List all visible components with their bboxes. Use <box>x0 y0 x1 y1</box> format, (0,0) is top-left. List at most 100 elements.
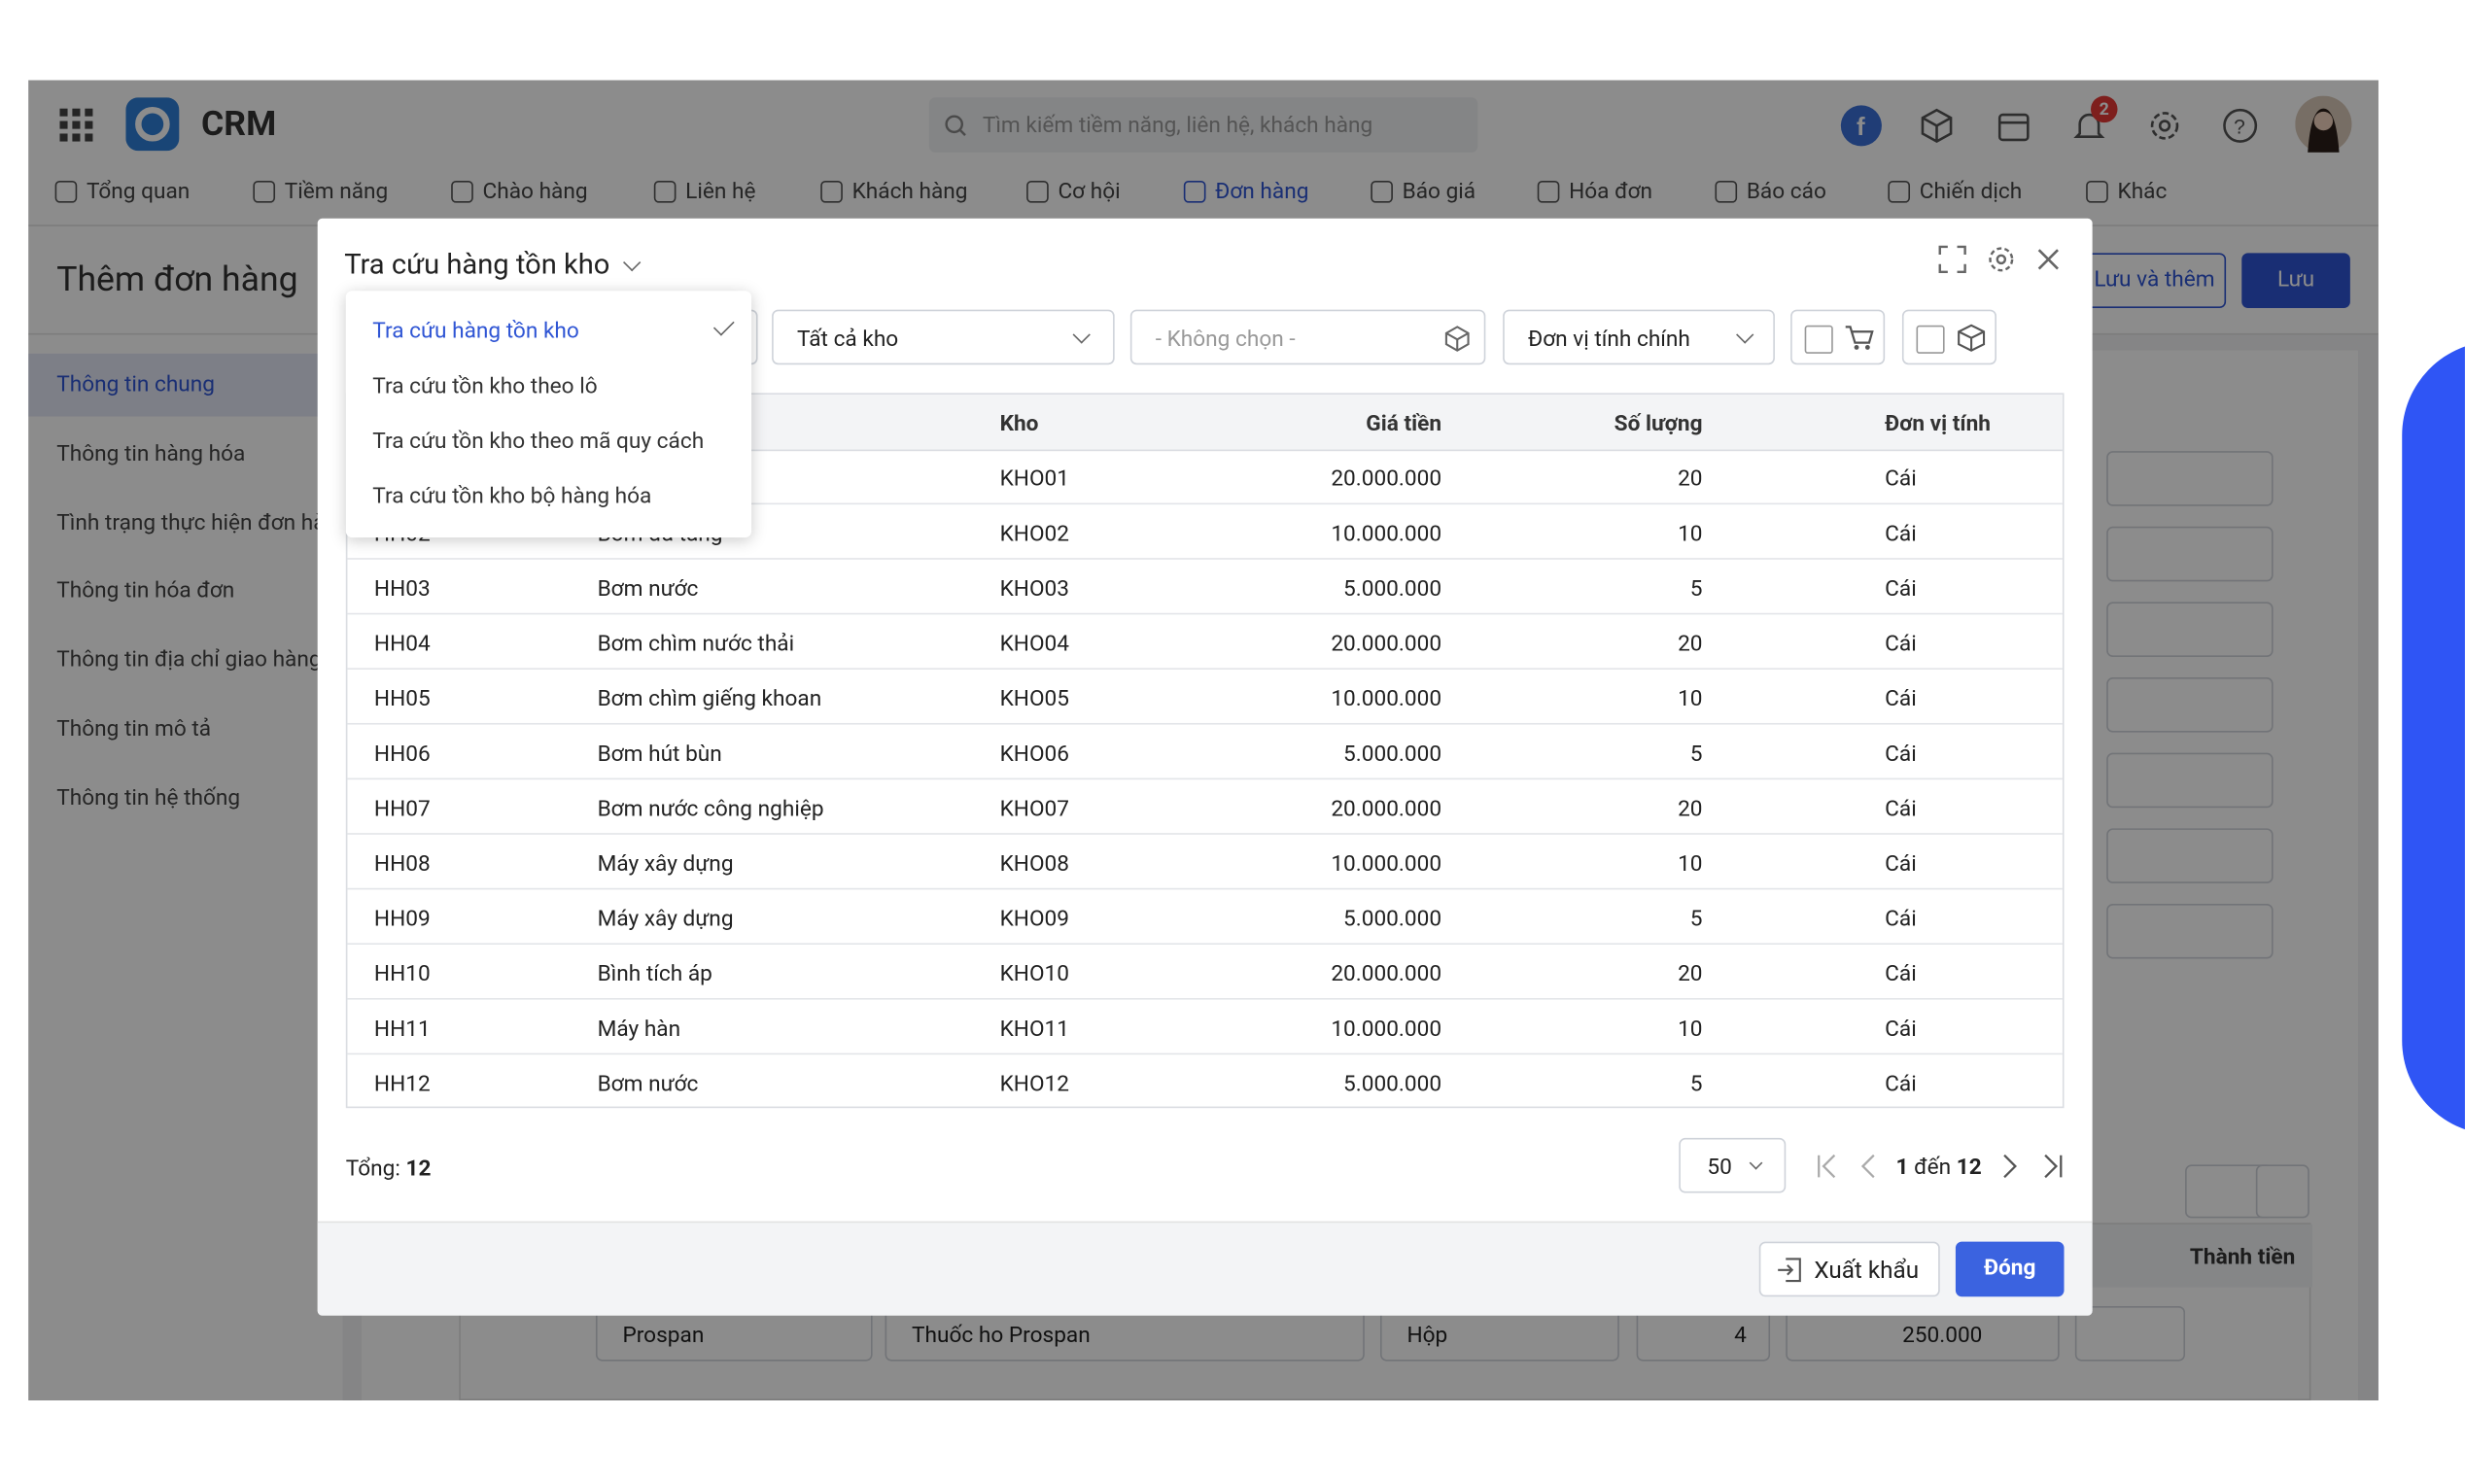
nav-label: Tiềm năng <box>284 179 389 205</box>
nav-item[interactable]: Báo giá <box>1371 179 1476 204</box>
pagination-text: 1 đến 12 <box>1895 1156 1981 1179</box>
amount-field[interactable] <box>2074 1305 2186 1362</box>
contact-field[interactable] <box>2106 526 2274 582</box>
table-row[interactable]: HH04 Bơm chìm nước thải KHO04 20.000.000 20 C… <box>347 614 2063 670</box>
nav-icon <box>1371 180 1393 203</box>
cell-code: HH10 <box>373 961 431 987</box>
cell-name: Bơm chìm giếng khoan <box>597 686 822 712</box>
nav-item[interactable]: Báo cáo <box>1715 179 1826 204</box>
next-page[interactable] <box>1999 1154 2018 1179</box>
lookup-option[interactable]: Tra cứu hàng tồn kho <box>372 319 579 345</box>
campaign-field[interactable] <box>2106 677 2274 733</box>
table-row[interactable]: HH07 Bơm nước công nghiệp KHO07 20.000.000 2… <box>347 779 2063 835</box>
expand-icon[interactable] <box>1938 245 1966 274</box>
table-row[interactable]: HH12 Bơm nước KHO12 5.000.000 5 Cái <box>347 1054 2062 1106</box>
page-size-select[interactable]: 50 <box>1679 1137 1787 1193</box>
table-row[interactable]: HH10 Bình tích áp KHO10 20.000.000 20 Cái <box>347 945 2063 1000</box>
nav-label: Khác <box>2117 179 2168 205</box>
notification-badge: 2 <box>2091 95 2118 123</box>
settings-button[interactable] <box>2255 1164 2309 1219</box>
cell-quantity: 20 <box>1678 466 1703 493</box>
nav-icon <box>253 180 276 203</box>
cart-toggle[interactable] <box>1790 309 1886 365</box>
bundle-toggle[interactable] <box>1901 309 1996 365</box>
cell-code: HH11 <box>373 1017 431 1043</box>
lookup-option[interactable]: Tra cứu tồn kho theo lô <box>372 373 598 399</box>
close-button[interactable]: Đóng <box>1955 1241 2065 1297</box>
search-box[interactable]: Tìm kiếm tiềm năng, liên hệ, khách hàng <box>928 97 1478 153</box>
save-button[interactable]: Lưu <box>2241 253 2350 308</box>
checkbox[interactable] <box>1916 325 1945 354</box>
lookup-option[interactable]: Tra cứu tồn kho theo mã quy cách <box>372 429 705 455</box>
nav-item[interactable]: Hóa đơn <box>1537 179 1652 204</box>
cell-warehouse: KHO06 <box>999 742 1069 768</box>
nav-item[interactable]: Chào hàng <box>451 179 588 204</box>
search-placeholder: Tìm kiếm tiềm năng, liên hệ, khách hàng <box>982 113 1373 139</box>
checkbox[interactable] <box>1804 325 1833 354</box>
sidebar-item[interactable]: Thông tin mô tả <box>56 716 212 742</box>
sidebar-item[interactable]: Thông tin hệ thống <box>56 785 241 811</box>
avatar[interactable] <box>2295 95 2352 153</box>
logo[interactable] <box>125 97 180 152</box>
warehouse-select[interactable]: Tất cả kho <box>772 309 1115 365</box>
last-page[interactable] <box>2042 1154 2065 1179</box>
date-field[interactable] <box>2106 903 2274 959</box>
modal-settings-icon[interactable] <box>1987 245 2015 273</box>
nav-item[interactable]: Chiến dịch <box>1888 179 2022 204</box>
cell-name: Máy xây dựng <box>597 851 734 878</box>
nav-item[interactable]: Tổng quan <box>54 179 190 204</box>
table-row[interactable]: HH05 Bơm chìm giếng khoan KHO05 10.000.000 1… <box>347 670 2063 725</box>
cell-unit: Cái <box>1885 851 1917 878</box>
sidebar-item[interactable]: Thông tin hóa đơn <box>56 578 235 604</box>
nav-item[interactable]: Tiềm năng <box>253 179 388 204</box>
cell-unit: Cái <box>1885 466 1917 493</box>
sidebar-item[interactable]: Thông tin chung <box>28 353 343 417</box>
apps-icon[interactable] <box>59 108 94 144</box>
title-chevron[interactable] <box>623 253 642 272</box>
nav-item[interactable]: Cơ hội <box>1026 179 1121 204</box>
cell-warehouse: KHO11 <box>999 1017 1069 1043</box>
check-mark <box>712 314 735 336</box>
nav-item[interactable]: Khách hàng <box>820 179 968 204</box>
table-row[interactable]: HH08 Máy xây dựng KHO08 10.000.000 10 Cái <box>347 835 2063 890</box>
nav-item[interactable]: Liên hệ <box>653 179 756 205</box>
unit-select[interactable]: Đơn vị tính chính <box>1503 309 1775 365</box>
sidebar-item[interactable]: Thông tin địa chỉ giao hàng <box>56 647 322 673</box>
settings-icon[interactable] <box>2146 107 2184 145</box>
nav-item[interactable]: Khác <box>2086 179 2167 204</box>
header-unit: Đơn vị tính <box>1885 411 1991 437</box>
quote-field[interactable] <box>2106 602 2274 658</box>
nav-item[interactable]: Đơn hàng <box>1183 179 1308 204</box>
help-icon[interactable]: ? <box>2221 107 2259 145</box>
select-field[interactable] <box>2106 828 2274 883</box>
table-row[interactable]: HH03 Bơm nước KHO03 5.000.000 5 Cái <box>347 560 2063 615</box>
chevron <box>1736 326 1754 344</box>
table-row[interactable]: HH06 Bơm hút bùn KHO06 5.000.000 5 Cái <box>347 725 2063 780</box>
cell-code: HH05 <box>373 686 431 712</box>
first-page[interactable] <box>1816 1154 1838 1179</box>
text-field[interactable] <box>2106 752 2274 809</box>
lookup-option[interactable]: Tra cứu tồn kho bộ hàng hóa <box>372 484 652 510</box>
calendar-icon[interactable] <box>1995 107 2032 145</box>
nav-label: Báo giá <box>1402 179 1476 205</box>
page-title: Thêm đơn hàng <box>56 260 298 300</box>
cell-code: HH09 <box>373 907 431 933</box>
date-field[interactable] <box>2106 451 2274 506</box>
item-select[interactable]: - Không chọn - <box>1129 309 1486 365</box>
sidebar-item[interactable]: Tình trạng thực hiện đơn hàng <box>56 509 350 535</box>
table-row[interactable]: HH11 Máy hàn KHO11 10.000.000 10 Cái <box>347 1000 2063 1055</box>
table-row[interactable]: HH09 Máy xây dựng KHO09 5.000.000 5 Cái <box>347 889 2063 945</box>
cell-quantity: 20 <box>1678 632 1703 658</box>
sidebar-item[interactable]: Thông tin hàng hóa <box>56 441 246 467</box>
table-row[interactable]: KHO01 20.000.000 20 Cái <box>347 450 2063 505</box>
header-warehouse: Kho <box>999 411 1039 437</box>
prev-page[interactable] <box>1859 1154 1878 1179</box>
facebook-icon[interactable]: f <box>1839 104 1883 148</box>
modal-title[interactable]: Tra cứu hàng tồn kho <box>344 248 610 282</box>
nav-label: Liên hệ <box>685 179 756 205</box>
close-icon[interactable] <box>2037 249 2060 271</box>
cell-quantity: 5 <box>1689 1071 1703 1097</box>
export-button[interactable]: Xuất khẩu <box>1758 1241 1940 1297</box>
box-icon[interactable] <box>1918 107 1956 145</box>
